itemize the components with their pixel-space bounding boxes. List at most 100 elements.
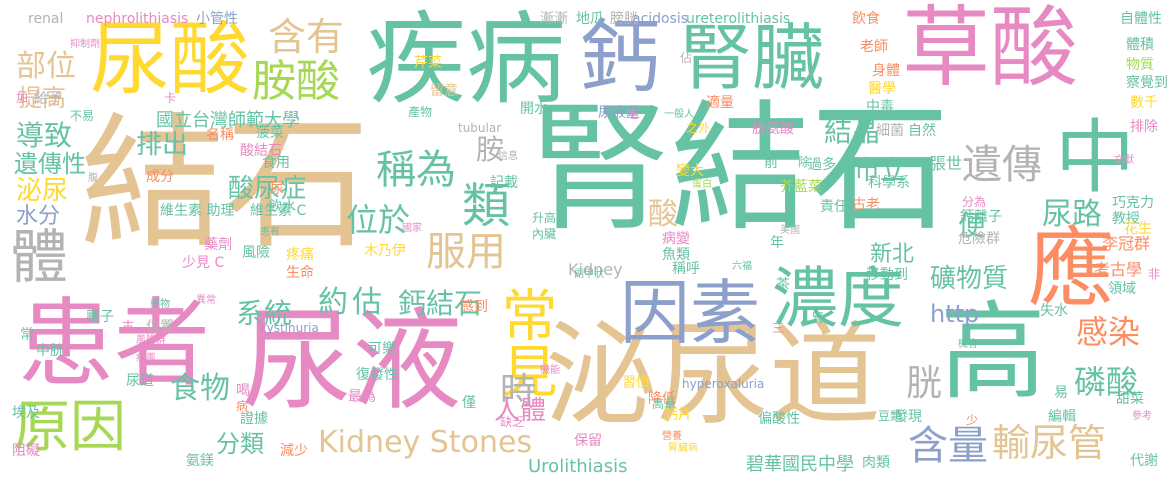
word-101: 名稱 <box>206 127 234 143</box>
word-28: 泌尿 <box>16 176 69 206</box>
word-53: 胺 <box>476 133 505 166</box>
word-109: 產物 <box>408 105 433 119</box>
word-54: 酸 <box>648 197 678 232</box>
word-120: 藥劑 <box>204 237 232 253</box>
word-111: 食用 <box>262 155 290 171</box>
word-171: 腎 <box>812 311 825 325</box>
word-155: 保留 <box>574 433 602 449</box>
word-177: 非 <box>1148 267 1161 281</box>
word-141: 降低 <box>648 391 676 407</box>
word-20: 含有 <box>268 15 345 59</box>
word-51: 尿路 <box>1042 197 1102 232</box>
word-6: 疾病 <box>366 1 566 118</box>
word-92: 危險群 <box>958 231 1000 247</box>
word-153: 阻礙 <box>12 443 40 459</box>
word-180: 三 <box>772 321 785 335</box>
word-32: 酸尿症 <box>228 174 307 204</box>
word-178: 少 <box>966 413 979 427</box>
word-127: 病變 <box>662 231 690 247</box>
word-79: 醫學 <box>868 81 896 97</box>
word-174: 僅 <box>462 395 476 411</box>
word-22: 稱為 <box>376 147 456 193</box>
word-3: 患者 <box>18 288 210 400</box>
word-67: 漸漸 <box>540 11 568 27</box>
word-193: 機會 <box>958 339 978 350</box>
word-99: 給予 <box>34 91 62 107</box>
word-130: 變大 <box>676 163 704 179</box>
word-113: 飲水 <box>268 199 296 215</box>
word-144: 偏酸性 <box>758 411 800 427</box>
word-93: 巧克力 <box>1112 195 1154 211</box>
word-104: 芹菜 <box>414 55 442 71</box>
word-114: 成分 <box>146 169 174 185</box>
word-65: renal <box>28 11 64 27</box>
word-148: 甜菜 <box>1116 391 1144 407</box>
word-119: 維生素 C <box>250 203 307 219</box>
word-12: 中 <box>1055 111 1135 204</box>
word-165: 易 <box>1054 385 1068 401</box>
word-140: 習慣 <box>622 375 650 391</box>
word-58: 李冠群 <box>1102 234 1151 253</box>
word-191: 痛風 <box>136 353 156 364</box>
word-183: 國家 <box>402 223 422 234</box>
word-133: 離子 <box>86 309 114 325</box>
word-122: 少見 C <box>182 255 225 271</box>
word-84: 科學系 <box>868 175 910 191</box>
word-195: 抑制劑 <box>70 39 100 50</box>
word-41: 時 <box>500 371 537 412</box>
word-90: 分為 <box>962 195 987 209</box>
word-96: 領域 <box>1108 281 1136 297</box>
word-34: 位於 <box>346 201 411 239</box>
word-169: 一般人 <box>664 109 694 120</box>
word-182: 患有 <box>260 227 280 238</box>
word-132: 年 <box>770 235 784 251</box>
word-142: 鈣片 <box>664 407 692 423</box>
word-77: 排除 <box>1130 119 1158 135</box>
word-78: 身體 <box>872 63 900 79</box>
word-31: 結晶 <box>824 115 881 148</box>
word-159: 加 <box>16 91 29 105</box>
word-124: Kidney <box>568 260 623 279</box>
word-188: 異常 <box>196 295 216 306</box>
word-121: 風險 <box>242 245 270 261</box>
word-7: 草酸 <box>902 0 1079 99</box>
word-166: 佔 <box>680 51 693 65</box>
word-192: 營養 <box>662 431 682 442</box>
word-76: 數千 <box>1130 95 1158 111</box>
word-156: 高草 <box>652 397 677 411</box>
word-16: 因素 <box>620 272 760 354</box>
word-139: 復發性 <box>356 367 398 383</box>
word-36: 含量 <box>908 423 988 469</box>
word-72: 自體性 <box>1120 11 1162 27</box>
word-55: 市立 <box>854 156 907 186</box>
word-75: 察覺到 <box>1126 75 1168 91</box>
word-154: 氨鎂 <box>186 453 214 469</box>
word-45: 人體 <box>494 396 547 426</box>
word-73: 體積 <box>1126 37 1154 53</box>
word-4: 尿液 <box>242 297 462 425</box>
word-57: 考古學 <box>1094 260 1143 279</box>
word-18: 原因 <box>14 395 126 460</box>
word-117: 內臟 <box>532 227 557 241</box>
word-29: 水分 <box>16 204 61 229</box>
word-162: 喝 <box>236 383 250 399</box>
word-61: 國立台灣師範大學 <box>156 110 300 131</box>
word-103: 酸結石 <box>240 143 282 159</box>
word-89: 芥藍菜 <box>780 179 822 195</box>
word-15: 濃度 <box>772 260 904 337</box>
word-59: Urolithiasis <box>528 456 628 477</box>
word-125: 生命 <box>286 265 314 281</box>
word-157: 肉類 <box>862 455 890 471</box>
word-62: nephrolithiasis <box>86 11 189 27</box>
word-146: 豆類 <box>878 409 903 423</box>
word-115: 記載 <box>490 175 518 191</box>
word-14: 體 <box>10 223 69 291</box>
word-43: 食物 <box>170 371 230 406</box>
word-100: 不易 <box>70 109 95 123</box>
word-196: 風險群 <box>136 335 166 346</box>
word-136: cystinuria <box>260 321 319 335</box>
word-176: 文獻 <box>1114 155 1134 166</box>
word-9: 鈣 <box>580 11 660 104</box>
word-50: http <box>930 300 980 328</box>
word-172: 除 <box>798 155 811 169</box>
